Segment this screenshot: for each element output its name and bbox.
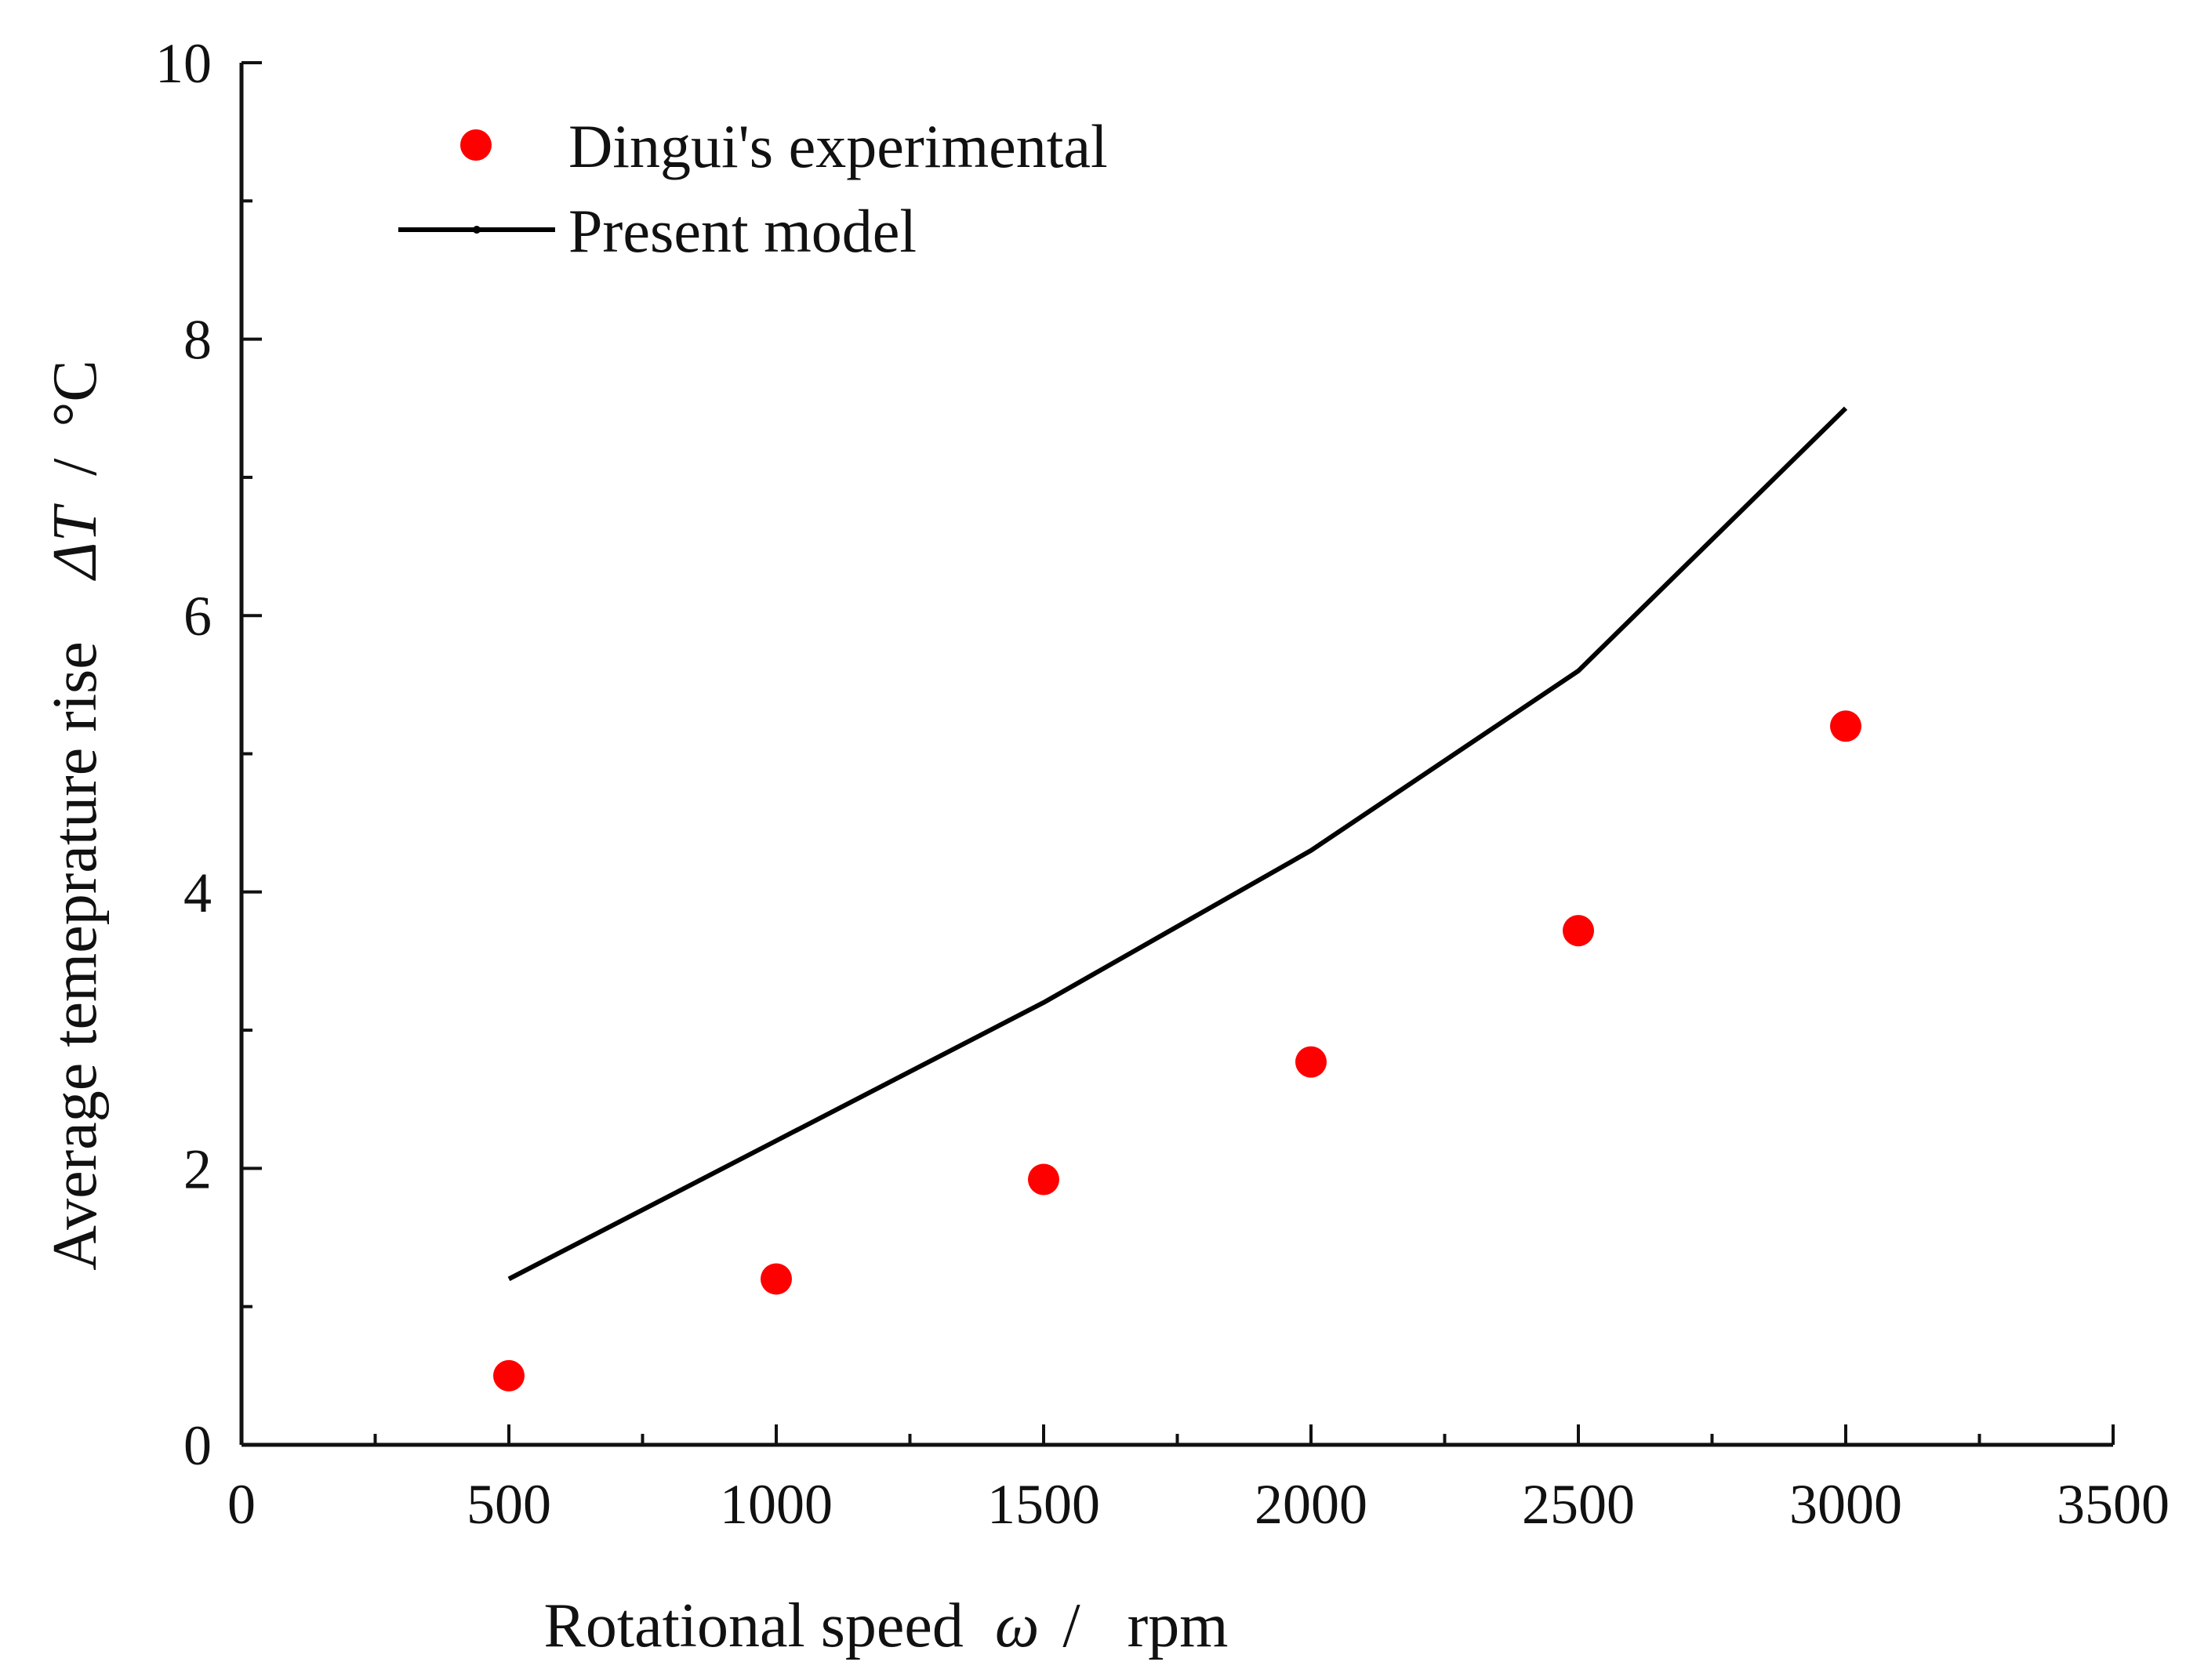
- y-axis-symbol: ΔT: [41, 503, 110, 581]
- y-tick-label: 10: [155, 32, 212, 95]
- axes: 0 500 1000 1500 2000 2500 3000 3500 0 2 4 6 8 10: [155, 32, 2170, 1536]
- x-axis-title: Rotational speed ω / rpm: [543, 1591, 1228, 1660]
- experimental-point: [1295, 1046, 1327, 1078]
- x-axis-unit: rpm: [1128, 1591, 1229, 1660]
- experimental-point: [761, 1263, 792, 1295]
- x-tick-label: 3000: [1789, 1473, 1902, 1536]
- y-tick-label: 2: [183, 1138, 212, 1200]
- y-tick-label: 6: [183, 585, 212, 648]
- x-axis-title-text: Rotational speed: [543, 1591, 963, 1660]
- y-tick-label: 4: [183, 862, 212, 924]
- y-axis-title: Average temeprature rise ΔT / °C: [41, 360, 110, 1271]
- y-axis-unit: °C: [41, 360, 110, 426]
- x-tick-label: 2500: [1522, 1473, 1635, 1536]
- experimental-point: [1028, 1163, 1059, 1196]
- y-tick-label: 0: [183, 1414, 212, 1477]
- y-axis-separator: /: [41, 458, 110, 476]
- y-tick-label: 8: [183, 309, 212, 372]
- legend: Dingui's experimental Present model: [398, 112, 1108, 265]
- x-tick-label: 1500: [987, 1473, 1100, 1536]
- x-tick-label: 500: [467, 1473, 551, 1536]
- experimental-point: [493, 1359, 525, 1392]
- legend-label-model: Present model: [568, 197, 917, 265]
- experimental-point: [1830, 710, 1861, 742]
- legend-marker-model: [473, 226, 481, 234]
- x-tick-label: 3500: [2057, 1473, 2170, 1536]
- y-axis-title-text: Average temeprature rise: [41, 641, 110, 1271]
- x-axis-symbol: ω: [995, 1591, 1039, 1660]
- plot-area: [493, 406, 1861, 1392]
- x-axis-separator: /: [1062, 1591, 1080, 1660]
- legend-label-experimental: Dingui's experimental: [568, 112, 1108, 180]
- x-tick-label: 0: [227, 1473, 256, 1536]
- x-tick-label: 1000: [720, 1473, 833, 1536]
- experimental-point: [1563, 915, 1594, 947]
- x-tick-label: 2000: [1255, 1473, 1367, 1536]
- model-line: [507, 406, 1848, 1282]
- legend-marker-experimental: [460, 129, 492, 161]
